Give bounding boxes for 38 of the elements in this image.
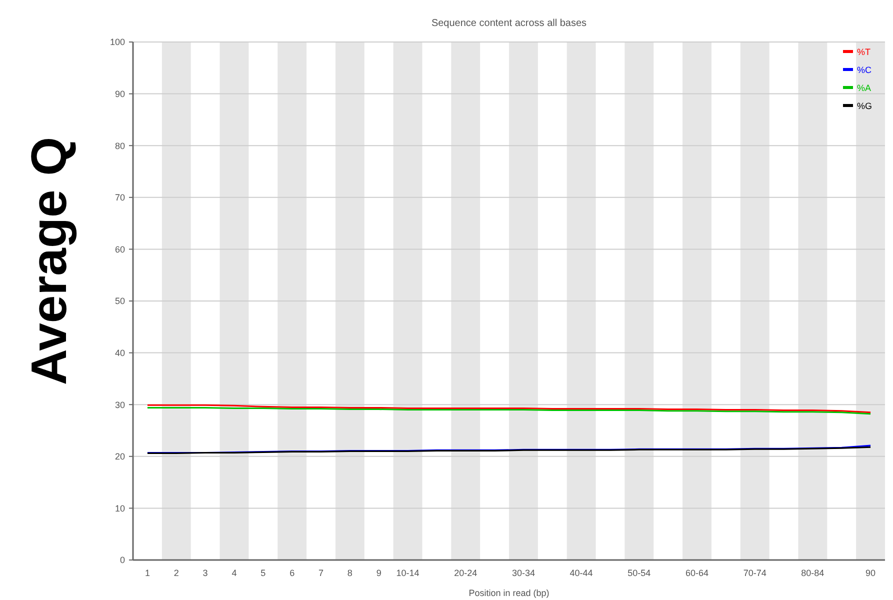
y-axis-title: Average Q <box>21 136 77 386</box>
x-tick-label: 9 <box>376 568 382 578</box>
x-tick-label: 60-64 <box>685 568 709 578</box>
x-tick-label: 50-54 <box>628 568 651 578</box>
x-tick-label: 30-34 <box>512 568 535 578</box>
line-series <box>146 406 872 415</box>
x-tick-label: 40-44 <box>570 568 593 578</box>
x-tick-label: 20-24 <box>454 568 478 578</box>
y-tick-label: 20 <box>114 452 125 462</box>
legend-label: %T <box>857 47 871 58</box>
y-tick-label: 100 <box>110 37 125 48</box>
chart-title: Sequence content across all bases <box>431 18 587 29</box>
legend-label: %G <box>857 101 872 112</box>
y-tick-label: 10 <box>114 503 125 514</box>
y-tick-label: 40 <box>114 348 125 358</box>
x-tick-label: 1 <box>144 568 150 578</box>
x-tick-label: 6 <box>290 568 295 578</box>
y-tick-label: 60 <box>114 244 125 254</box>
x-tick-label: 90 <box>866 568 876 578</box>
x-tick-label: 70-74 <box>743 568 766 578</box>
y-tick-label: 50 <box>114 296 125 306</box>
y-tick-label: 90 <box>114 88 125 99</box>
y-tick-label: 0 <box>120 555 125 566</box>
y-tick-label: 30 <box>114 400 125 410</box>
x-tick-label: 10-14 <box>396 568 420 578</box>
x-tick-label: 3 <box>202 568 208 578</box>
x-tick-label: 5 <box>260 568 266 578</box>
x-tick-label: 4 <box>232 568 237 578</box>
y-tick-label: 70 <box>114 192 125 203</box>
x-tick-label: 80-84 <box>801 568 824 578</box>
x-axis-title: Position in read (bp) <box>468 588 550 598</box>
y-tick-label: 80 <box>114 140 125 151</box>
x-tick-label: 8 <box>347 568 352 578</box>
legend-label: %C <box>857 65 872 76</box>
line-series <box>146 404 872 414</box>
legend-label: %A <box>857 83 872 94</box>
x-tick-label: 2 <box>174 568 179 578</box>
x-tick-label: 7 <box>318 568 324 578</box>
